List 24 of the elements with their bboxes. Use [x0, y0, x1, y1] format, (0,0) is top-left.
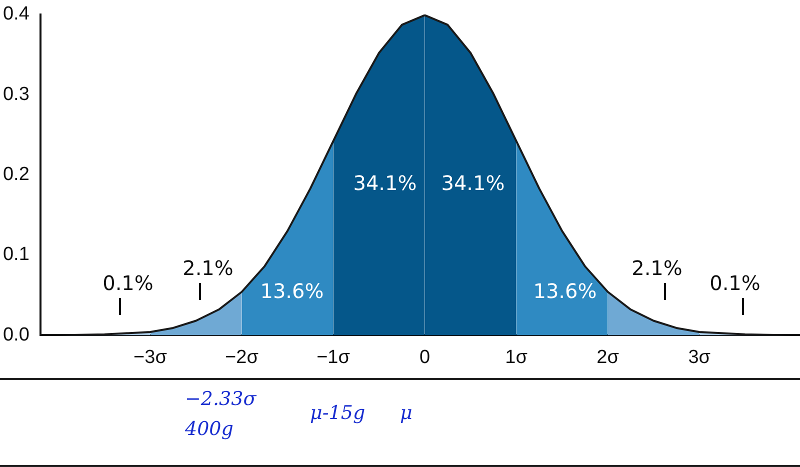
x-tick-label: 1σ: [505, 346, 528, 368]
x-tick-label: 2σ: [596, 346, 620, 368]
y-tick-label: 0.4: [2, 4, 30, 25]
annotation: 13.6%: [260, 279, 324, 304]
text: μ-15g: [310, 402, 366, 424]
annotation: 0.1%: [102, 271, 154, 296]
x-tick-label: −1σ: [316, 346, 350, 368]
x-tick-label: −2σ: [225, 346, 259, 368]
text: 400g: [185, 418, 234, 440]
annotation: 34.1%: [353, 171, 417, 196]
x-tick-label: 3σ: [688, 346, 711, 368]
y-tick-label: 0.3: [2, 84, 30, 105]
annotation: 2.1%: [632, 256, 682, 280]
text: −2.33σ: [185, 388, 256, 410]
annotation: 13.6%: [533, 279, 597, 304]
annotation: 34.1%: [441, 171, 505, 196]
x-tick-label: −3σ: [134, 346, 168, 368]
y-tick-label: 0.1: [2, 244, 30, 266]
y-tick-label: 0.2: [2, 164, 30, 186]
annotation: 0.1%: [710, 271, 760, 296]
x-tick-label: 0: [419, 346, 430, 368]
y-tick-label: 0.0: [2, 324, 30, 346]
annotation: 2.1%: [182, 256, 234, 280]
text: μ: [400, 402, 412, 424]
